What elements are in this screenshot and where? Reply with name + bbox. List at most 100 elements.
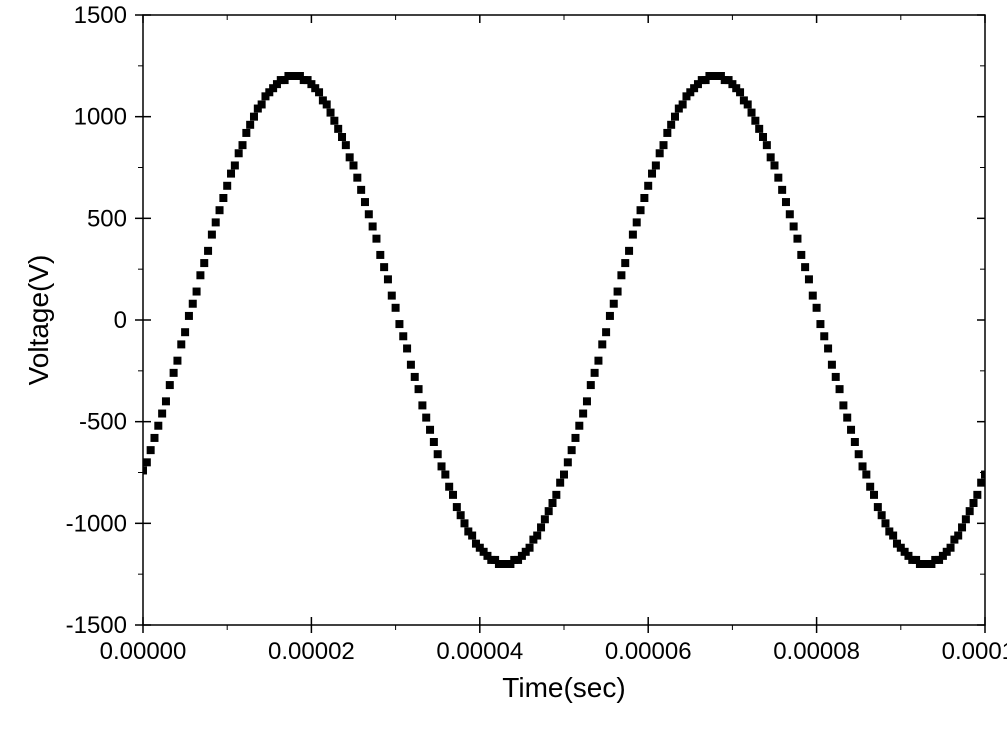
data-point <box>541 515 549 523</box>
data-point <box>166 381 174 389</box>
y-tick-label: 1500 <box>74 2 127 29</box>
data-point <box>614 288 622 296</box>
data-point <box>801 263 809 271</box>
data-point <box>583 397 591 405</box>
data-point <box>330 117 338 125</box>
data-point <box>147 446 155 454</box>
data-point <box>449 491 457 499</box>
data-point <box>552 491 560 499</box>
data-point <box>568 446 576 454</box>
data-point <box>549 499 557 507</box>
data-point <box>250 113 258 121</box>
data-point <box>771 161 779 169</box>
data-point <box>947 544 955 552</box>
data-point <box>736 88 744 96</box>
data-point <box>193 288 201 296</box>
y-tick-label: 0 <box>114 307 127 334</box>
data-point <box>778 186 786 194</box>
data-point <box>637 206 645 214</box>
data-point <box>866 483 874 491</box>
data-point <box>805 275 813 283</box>
x-axis-label: Time(sec) <box>502 672 625 703</box>
data-point <box>380 263 388 271</box>
data-point <box>836 385 844 393</box>
data-point <box>537 523 545 531</box>
data-point <box>881 519 889 527</box>
data-point <box>816 320 824 328</box>
data-point <box>598 340 606 348</box>
data-point <box>759 133 767 141</box>
data-point <box>889 532 897 540</box>
data-point <box>468 532 476 540</box>
data-point <box>813 304 821 312</box>
data-point <box>763 141 771 149</box>
data-point <box>671 113 679 121</box>
data-point <box>418 401 426 409</box>
data-point <box>235 149 243 157</box>
data-point <box>200 259 208 267</box>
data-point <box>189 300 197 308</box>
data-point <box>372 235 380 243</box>
data-point <box>660 141 668 149</box>
data-point <box>862 471 870 479</box>
data-point <box>625 247 633 255</box>
data-point <box>219 194 227 202</box>
data-point <box>453 503 461 511</box>
data-point <box>774 174 782 182</box>
x-tick-label: 0.00002 <box>268 638 355 665</box>
data-point <box>855 450 863 458</box>
data-point <box>556 479 564 487</box>
data-point <box>361 198 369 206</box>
data-point <box>767 153 775 161</box>
voltage-time-chart: 0.000000.000020.000040.000060.000080.000… <box>0 0 1007 731</box>
data-point <box>388 292 396 300</box>
data-point <box>564 458 572 466</box>
data-point <box>744 100 752 108</box>
data-point <box>239 141 247 149</box>
data-point <box>663 129 671 137</box>
data-point <box>579 410 587 418</box>
data-point <box>859 462 867 470</box>
data-point <box>870 491 878 499</box>
data-point <box>594 357 602 365</box>
data-point <box>832 373 840 381</box>
data-point <box>526 544 534 552</box>
data-point <box>258 100 266 108</box>
data-point <box>610 300 618 308</box>
data-point <box>962 515 970 523</box>
x-tick-label: 0.00004 <box>436 638 523 665</box>
data-point <box>751 117 759 125</box>
data-point <box>350 161 358 169</box>
data-point <box>809 292 817 300</box>
x-tick-label: 0.00010 <box>942 638 1007 665</box>
data-point <box>602 328 610 336</box>
data-point <box>392 304 400 312</box>
data-point <box>208 231 216 239</box>
y-tick-label: -500 <box>79 409 127 436</box>
data-point <box>438 462 446 470</box>
data-point <box>457 511 465 519</box>
data-point <box>407 361 415 369</box>
data-point <box>227 170 235 178</box>
data-point <box>667 121 675 129</box>
data-point <box>847 426 855 434</box>
data-point <box>338 133 346 141</box>
data-point <box>587 381 595 389</box>
data-point <box>376 251 384 259</box>
x-tick-label: 0.00008 <box>773 638 860 665</box>
data-point <box>445 483 453 491</box>
x-tick-label: 0.00006 <box>605 638 692 665</box>
y-tick-label: 1000 <box>74 104 127 131</box>
data-point <box>966 507 974 515</box>
data-point <box>411 373 419 381</box>
data-point <box>204 247 212 255</box>
data-point <box>154 422 162 430</box>
data-point <box>422 414 430 422</box>
data-point <box>143 458 151 466</box>
data-point <box>353 174 361 182</box>
data-point <box>346 153 354 161</box>
data-point <box>533 532 541 540</box>
data-point <box>246 121 254 129</box>
data-point <box>434 450 442 458</box>
data-point <box>369 222 377 230</box>
